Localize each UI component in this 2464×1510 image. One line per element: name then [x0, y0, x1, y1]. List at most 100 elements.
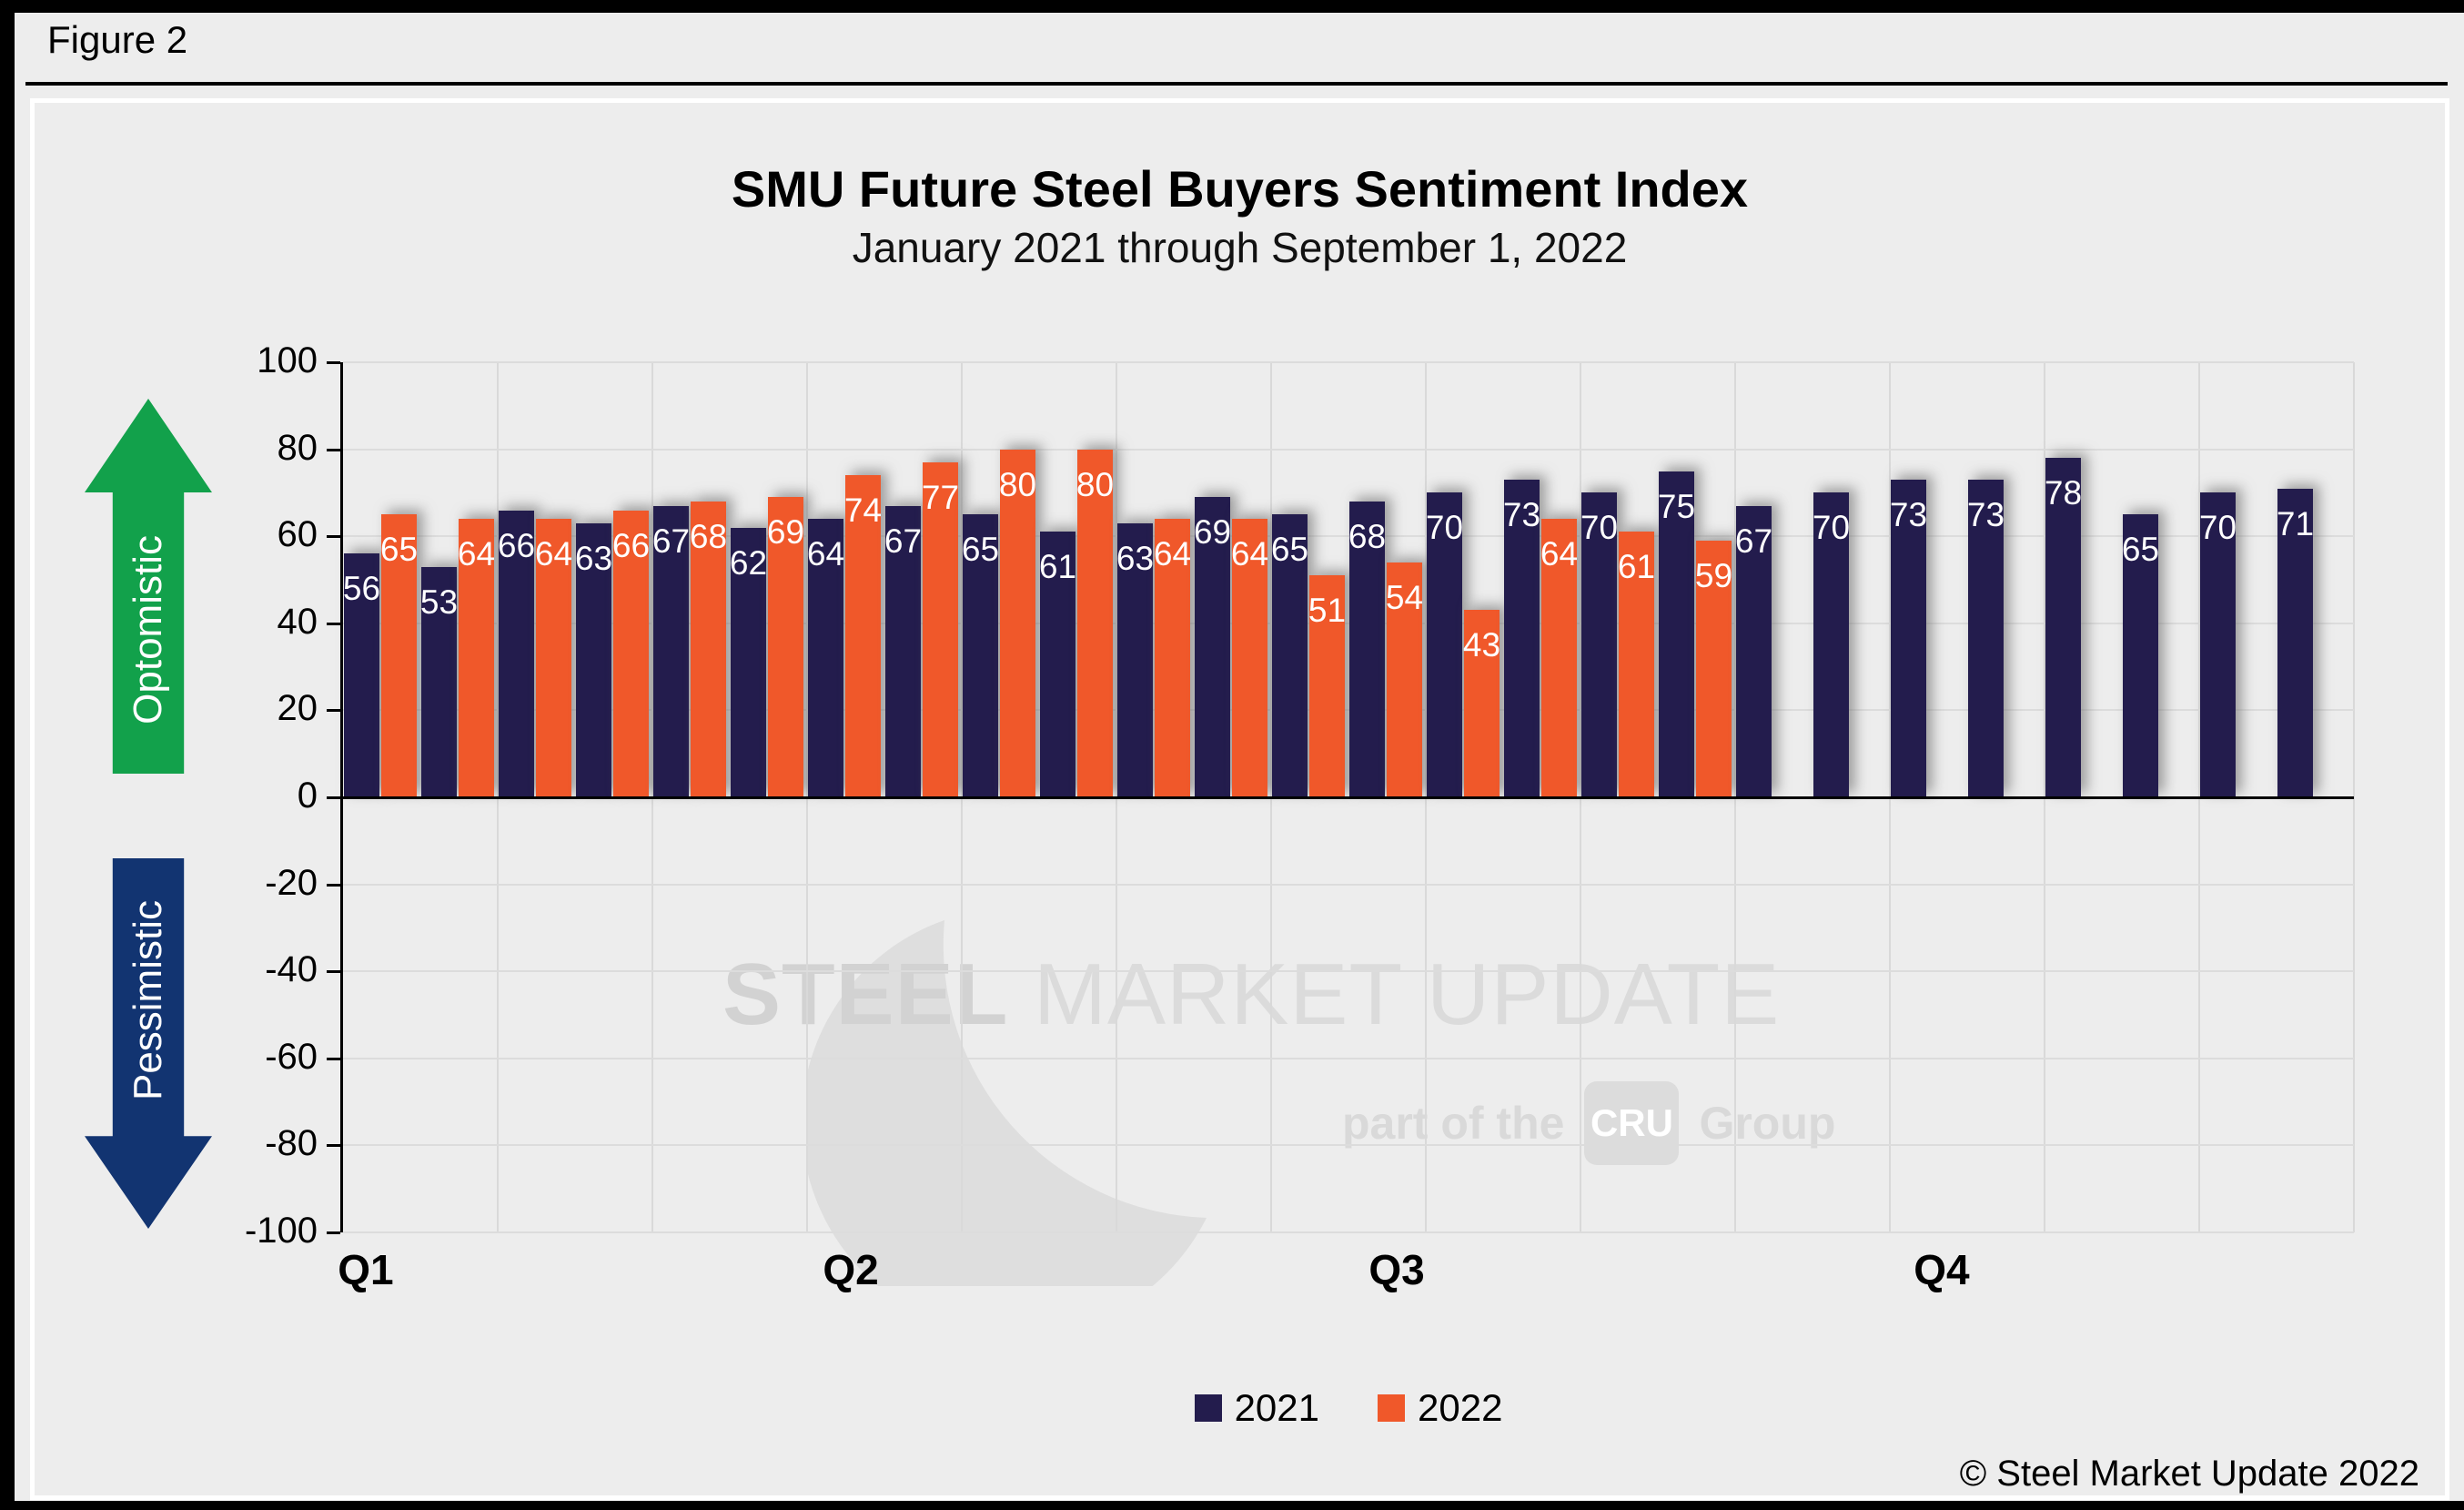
chart-legend: 2021 2022	[343, 1386, 2354, 1430]
bar-2022	[1309, 575, 1345, 797]
horizontal-gridline	[343, 1144, 2354, 1147]
bar-2021	[1117, 522, 1153, 797]
bar-2021	[576, 522, 611, 797]
bar-value-label: 64	[534, 535, 573, 573]
y-axis-tick-label: 0	[297, 775, 318, 816]
bar-2021	[653, 505, 689, 797]
bar-value-label: 73	[1889, 496, 1928, 534]
horizontal-gridline	[343, 1231, 2354, 1233]
bar-value-label: 69	[1193, 513, 1232, 552]
bar-2021	[1581, 492, 1617, 797]
bar-value-label: 68	[689, 517, 728, 555]
bar-value-label: 80	[998, 465, 1037, 503]
bar-value-label: 51	[1308, 592, 1347, 630]
bar-2021	[1427, 492, 1462, 797]
bar-2021	[1891, 480, 1926, 797]
bar-value-label: 61	[1038, 548, 1077, 586]
y-axis-tick-label: 40	[277, 601, 318, 642]
zero-axis-line	[343, 796, 2354, 799]
bar-2022	[1464, 610, 1500, 797]
bar-value-label: 65	[2121, 531, 2160, 569]
bar-value-label: 56	[342, 570, 381, 608]
bar-value-label: 65	[961, 531, 1000, 569]
bar-2022	[1155, 519, 1190, 797]
watermark-group: Group	[1699, 1098, 1836, 1149]
cru-logo: CRU	[1584, 1081, 1680, 1165]
bar-value-label: 67	[884, 522, 923, 560]
bar-2021	[963, 514, 998, 797]
x-axis-label-q2: Q2	[823, 1246, 879, 1293]
y-axis-tick	[327, 796, 340, 799]
y-axis-tick-label: 20	[277, 688, 318, 729]
bar-2021	[1272, 514, 1308, 797]
bar-value-label: 54	[1385, 578, 1424, 616]
bar-value-label: 74	[843, 492, 883, 530]
legend-item-2021: 2021	[1194, 1386, 1319, 1430]
x-axis-label-q3: Q3	[1368, 1246, 1425, 1293]
x-axis-label-q4: Q4	[1914, 1246, 1970, 1293]
bar-value-label: 64	[457, 535, 496, 573]
horizontal-gridline	[343, 622, 2354, 624]
bar-value-label: 63	[574, 539, 613, 577]
watermark-steel-market-update: STEEL MARKET UPDATE	[722, 945, 1780, 1045]
frame-left-border	[0, 0, 15, 1510]
bar-2021	[885, 505, 921, 797]
bar-value-label: 65	[379, 531, 419, 569]
horizontal-gridline	[343, 1057, 2354, 1059]
bar-value-label: 69	[766, 513, 805, 552]
bar-value-label: 70	[2198, 509, 2237, 547]
bar-value-label: 68	[1348, 517, 1387, 555]
legend-label-2021: 2021	[1234, 1386, 1319, 1429]
bar-value-label: 53	[419, 583, 459, 621]
bar-value-label: 61	[1617, 548, 1656, 586]
horizontal-gridline	[343, 535, 2354, 538]
bar-value-label: 64	[1230, 535, 1269, 573]
bar-2022	[459, 519, 494, 797]
bar-2021	[499, 510, 534, 797]
y-axis-tick	[327, 709, 340, 713]
bar-2021	[2277, 488, 2313, 797]
bar-2022	[1696, 540, 1732, 797]
bar-2021	[2045, 458, 2081, 797]
bar-2021	[1040, 532, 1075, 797]
optimistic-arrow-label: Optomistic	[126, 534, 170, 725]
vertical-gridline	[2353, 362, 2355, 1232]
bar-value-label: 78	[2044, 474, 2083, 512]
bar-value-label: 73	[1966, 496, 2005, 534]
y-axis-tick	[327, 970, 340, 974]
y-axis-tick	[327, 361, 340, 364]
bar-2022	[381, 514, 417, 797]
legend-label-2022: 2022	[1418, 1386, 1503, 1429]
bar-2022	[691, 501, 726, 797]
bar-value-label: 59	[1694, 556, 1733, 594]
bar-value-label: 73	[1502, 496, 1541, 534]
y-axis-tick	[327, 883, 340, 887]
bar-2022	[536, 519, 571, 797]
bar-2022	[845, 475, 881, 797]
y-axis-tick-label: 100	[257, 340, 318, 380]
copyright-text: © Steel Market Update 2022	[1959, 1454, 2419, 1494]
bar-2021	[1813, 492, 1849, 797]
y-axis-tick-label: -80	[265, 1123, 318, 1164]
y-axis-tick-label: -60	[265, 1036, 318, 1077]
watermark-steel: STEEL	[722, 946, 1009, 1043]
bar-2022	[1387, 562, 1422, 797]
bar-2021	[808, 519, 843, 797]
bar-value-label: 66	[497, 526, 536, 564]
bar-2021	[1504, 480, 1540, 797]
bar-2022	[613, 510, 649, 797]
plot-area: 100 80 60 40 20 0 -20 -40 -60 -80 -100 56 65 53 64 66 64…	[35, 103, 2445, 1495]
pessimistic-arrow-label: Pessimistic	[126, 899, 170, 1101]
bar-2022	[1541, 519, 1577, 797]
bar-value-label: 70	[1812, 509, 1851, 547]
watermark-market-update: MARKET UPDATE	[1034, 946, 1781, 1043]
smu-crescent-watermark	[808, 920, 1207, 1286]
bar-2021	[1968, 480, 2004, 797]
bar-2021	[1349, 501, 1385, 797]
y-axis-tick	[327, 622, 340, 625]
bar-2022	[923, 461, 958, 797]
y-axis-line	[340, 362, 343, 1232]
bar-value-label: 64	[806, 535, 845, 573]
y-axis-tick-label: 60	[277, 514, 318, 555]
